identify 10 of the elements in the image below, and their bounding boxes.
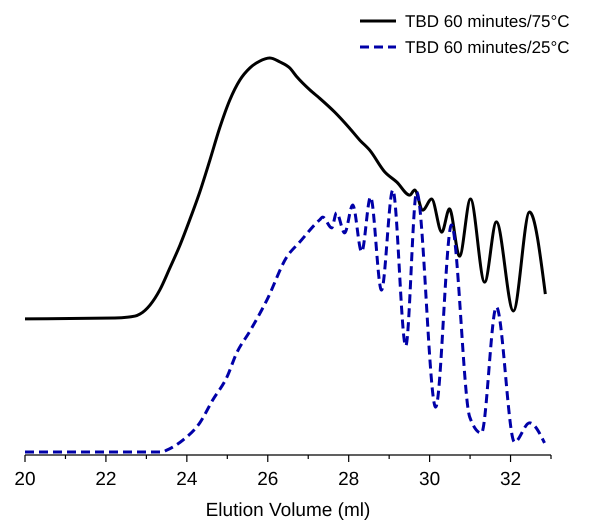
x-tick-label: 28 <box>338 469 360 490</box>
legend-label: TBD 60 minutes/75°C <box>405 12 570 31</box>
x-tick-label: 30 <box>419 469 440 490</box>
x-tick-label: 20 <box>14 469 36 490</box>
x-tick-label: 26 <box>257 469 278 490</box>
x-tick-label: 32 <box>500 469 522 490</box>
x-tick-label: 22 <box>95 469 116 490</box>
legend-label: TBD 60 minutes/25°C <box>405 38 570 57</box>
x-tick-label: 24 <box>176 469 198 490</box>
x-axis-title: Elution Volume (ml) <box>206 500 370 521</box>
